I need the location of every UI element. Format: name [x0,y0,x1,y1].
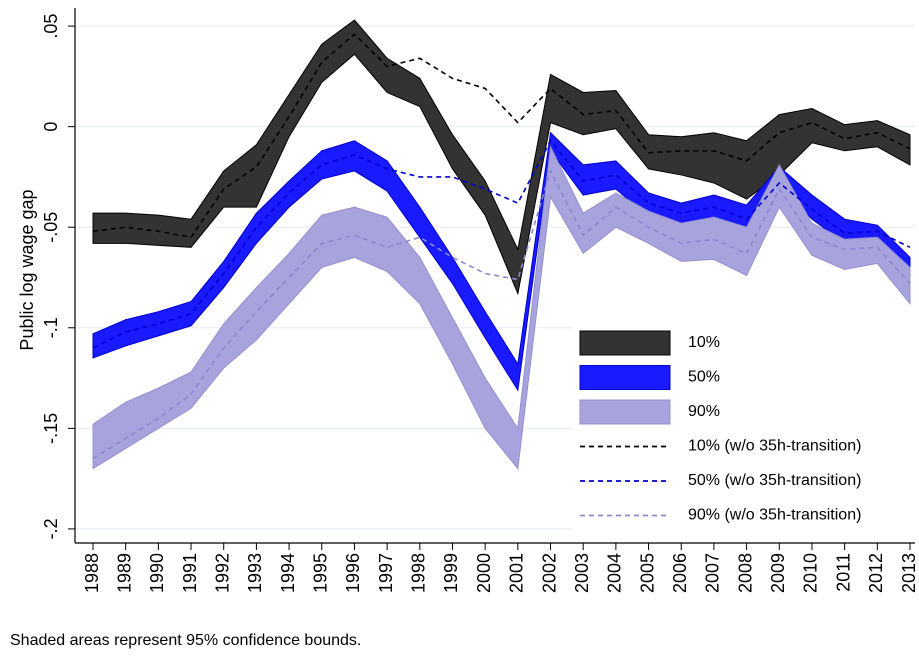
x-tick-label: 1999 [441,553,461,593]
x-tick-label: 2010 [801,553,821,593]
x-tick-label: 2001 [507,553,527,593]
x-tick-label: 2003 [572,553,592,593]
x-tick-label: 1997 [376,553,396,593]
confidence-band [92,19,911,296]
legend-label: 90% (w/o 35h-transition) [688,507,861,524]
x-tick-label: 2006 [670,553,690,593]
x-tick-label: 1995 [311,553,331,593]
confidence-band [92,145,911,470]
legend-swatch [579,365,671,390]
y-tick-label: .05 [41,14,61,39]
x-tick-label: 2000 [474,553,494,593]
y-tick-label: -.2 [41,518,61,539]
x-tick-label: 2007 [703,553,723,593]
x-tick-label: 2012 [866,553,886,593]
y-axis-label: Public log wage gap [17,189,37,350]
legend-swatch [579,399,671,425]
x-tick-label: 1991 [180,553,200,593]
dashed-line [92,139,911,349]
x-tick-label: 1990 [147,553,167,593]
x-tick-label: 2005 [637,553,657,593]
y-tick-label: 0 [41,122,61,132]
x-tick-label: 2008 [735,553,755,593]
legend-label: 10% [688,334,720,351]
legend-swatch [579,330,671,356]
legend-label: 90% [688,403,720,420]
x-tick-label: 2002 [539,553,559,593]
x-tick-label: 2004 [605,553,625,593]
x-tick-label: 2013 [899,553,919,593]
legend-label: 10% (w/o 35h-transition) [688,438,861,455]
note: Shaded areas represent 95% confidence bo… [10,632,361,649]
legend-label: 50% [688,369,720,386]
y-tick-label: -.05 [41,212,61,243]
x-tick-label: 1996 [343,553,363,593]
x-tick-label: 2011 [833,553,853,592]
x-tick-label: 1993 [245,553,265,593]
y-tick-label: -.15 [41,413,61,444]
legend-label: 50% (w/o 35h-transition) [688,472,861,489]
dashed-line [92,168,911,460]
x-tick-label: 1994 [278,553,298,593]
x-tick-label: 2009 [768,553,788,593]
x-tick-label: 1988 [82,553,102,593]
y-tick-label: -.1 [41,317,61,338]
dashed-line [92,33,911,239]
x-tick-label: 1992 [212,553,232,593]
x-tick-label: 1989 [114,553,134,593]
x-tick-label: 1998 [409,553,429,593]
